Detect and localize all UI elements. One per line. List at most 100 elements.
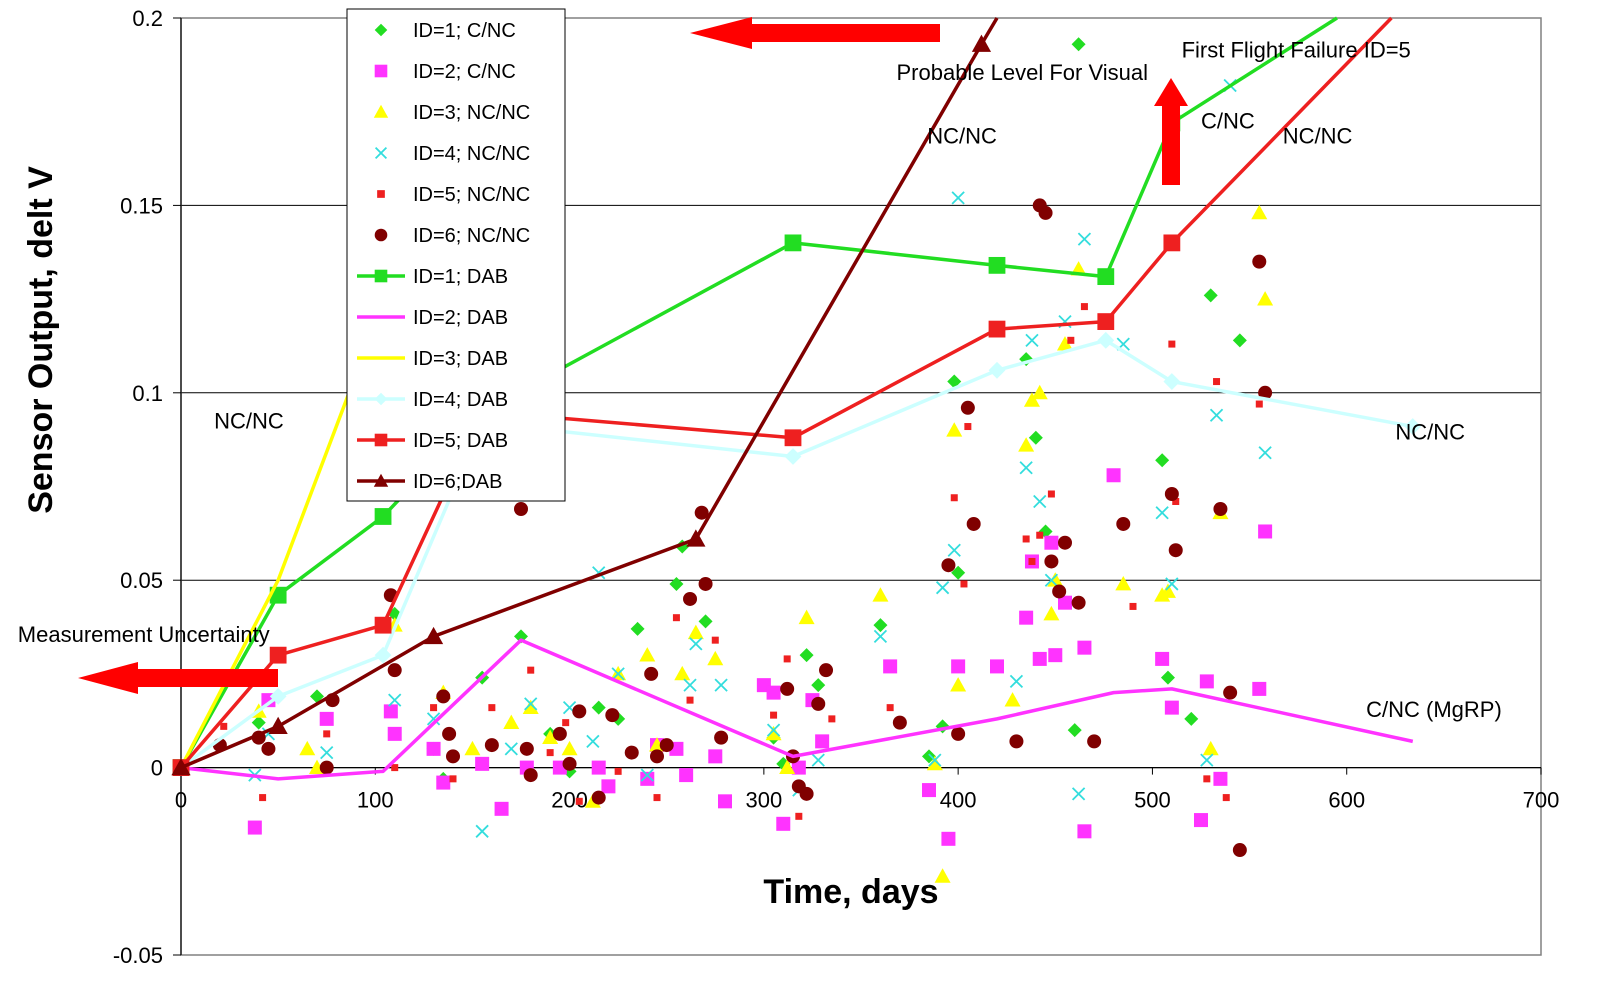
x-marker <box>1155 506 1169 520</box>
square-marker <box>941 831 956 846</box>
x-marker <box>1071 787 1086 801</box>
annotation-nc-nc: NC/NC <box>214 408 284 433</box>
x-stroke <box>1258 446 1272 460</box>
legend-item-id-6-nc-nc: ID=6; NC/NC <box>374 225 530 247</box>
triangle-marker <box>934 868 951 883</box>
x-stroke <box>947 543 961 557</box>
square-marker <box>640 771 655 786</box>
square-marker <box>374 64 388 78</box>
legend-item-id-6-dab: ID=6;DAB <box>357 471 502 493</box>
square-marker <box>711 636 719 644</box>
x-stroke <box>683 678 697 692</box>
legend-item-id-1-dab: ID=1; DAB <box>357 266 508 288</box>
triangle-marker <box>707 650 724 666</box>
diamond-marker <box>1071 37 1086 52</box>
triangle-marker <box>971 34 992 52</box>
legend-label: ID=6; NC/NC <box>413 225 530 247</box>
square-marker <box>988 320 1006 338</box>
annotation-nc-nc: NC/NC <box>1395 420 1465 445</box>
y-tick-label: 0 <box>151 756 163 781</box>
triangle-marker <box>674 665 691 681</box>
legend-label: ID=3; DAB <box>413 348 508 370</box>
triangle-marker <box>522 699 539 715</box>
square-marker <box>766 685 781 700</box>
circle-marker <box>1087 734 1102 749</box>
legend-label: ID=4; NC/NC <box>413 143 530 165</box>
square-marker <box>815 734 830 749</box>
square-marker <box>1097 313 1115 330</box>
x-marker <box>1044 573 1059 587</box>
square-marker <box>436 775 451 790</box>
circle-marker <box>442 726 457 741</box>
triangle-marker <box>686 529 706 547</box>
square-marker <box>1258 524 1273 539</box>
diamond-marker <box>811 678 826 693</box>
diamond-marker <box>799 648 814 663</box>
square-marker <box>770 711 778 719</box>
square-marker <box>1058 595 1072 610</box>
circle-marker <box>605 708 620 723</box>
triangle-marker <box>687 624 704 640</box>
triangle-marker <box>1159 583 1176 598</box>
square-marker <box>1129 602 1137 610</box>
triangle-marker <box>1257 291 1274 306</box>
triangle-marker <box>171 758 191 776</box>
legend-label: ID=5; DAB <box>413 430 508 452</box>
circle-marker <box>514 501 528 516</box>
square-marker <box>575 797 583 805</box>
x-stroke <box>935 581 950 595</box>
square-marker <box>1213 771 1228 786</box>
legend-item-id-3-dab: ID=3; DAB <box>357 348 508 370</box>
x-marker <box>951 191 965 205</box>
x-marker <box>586 734 600 749</box>
square-marker <box>679 768 694 783</box>
x-stroke <box>811 753 825 767</box>
triangle-marker <box>872 587 889 602</box>
diamond-marker <box>1067 723 1082 738</box>
square-marker <box>259 794 267 802</box>
triangle-marker <box>639 647 656 662</box>
square-marker <box>1222 794 1230 802</box>
square-marker <box>475 756 490 771</box>
square-marker <box>546 749 554 757</box>
x-marker <box>1009 674 1024 689</box>
square-marker <box>494 801 509 816</box>
x-marker <box>611 667 625 681</box>
square-marker <box>323 730 331 738</box>
circle-marker <box>892 715 907 730</box>
square-marker <box>1194 813 1208 828</box>
diamond-marker <box>1097 331 1115 349</box>
legend-item-id-2-c-nc: ID=2; C/NC <box>374 61 516 83</box>
square-marker <box>672 614 680 622</box>
diamond-marker <box>1160 670 1175 685</box>
square-marker <box>426 741 441 756</box>
x-tick-label: 500 <box>1134 788 1171 813</box>
x-marker <box>935 581 950 595</box>
circle-marker <box>319 760 334 775</box>
square-marker <box>1047 490 1055 498</box>
circle-marker <box>659 738 674 753</box>
diamond-marker <box>1404 418 1422 435</box>
diamond-marker <box>1163 373 1181 390</box>
x-marker <box>388 693 402 707</box>
diamond-marker <box>669 576 684 591</box>
diamond-marker <box>873 618 888 633</box>
diamond-marker <box>630 621 645 636</box>
x-marker <box>714 678 728 692</box>
square-marker <box>795 812 803 820</box>
circle-marker <box>951 726 966 741</box>
x-marker <box>504 742 518 756</box>
x-stroke <box>1044 573 1059 587</box>
diamond-marker <box>1155 453 1170 468</box>
circle-marker <box>799 786 814 801</box>
square-marker <box>1077 640 1092 655</box>
triangle-marker <box>1047 572 1064 587</box>
square-marker <box>718 794 732 809</box>
square-marker <box>783 655 791 663</box>
x-stroke <box>640 768 654 782</box>
square-marker <box>1172 497 1180 505</box>
x-stroke <box>1077 232 1092 246</box>
square-marker <box>319 711 334 726</box>
probable-level-arrow <box>690 17 940 49</box>
